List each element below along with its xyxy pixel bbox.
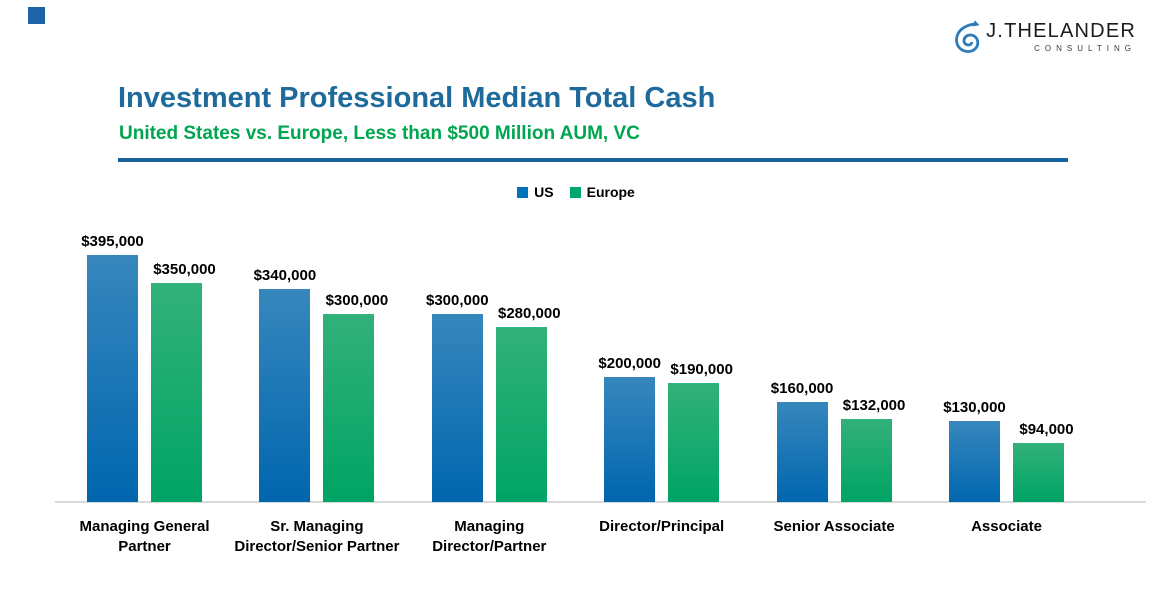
value-label-us-3: $300,000 bbox=[426, 292, 489, 309]
logo-tagline: CONSULTING bbox=[1034, 44, 1136, 53]
x-axis-line bbox=[55, 501, 1146, 503]
accent-square bbox=[28, 7, 45, 24]
value-label-europe-3: $280,000 bbox=[498, 305, 561, 322]
value-label-us-2: $340,000 bbox=[253, 267, 317, 284]
bar-us-2 bbox=[259, 289, 311, 502]
bar-europe-1 bbox=[151, 283, 202, 502]
category-label-4: Director/Principal bbox=[599, 518, 725, 535]
bar-europe-5 bbox=[840, 419, 892, 502]
bar-us-4 bbox=[604, 377, 656, 502]
value-label-us-6: $130,000 bbox=[943, 399, 1006, 416]
bar-europe-6 bbox=[1013, 443, 1064, 502]
category-label-6: Associate bbox=[971, 518, 1042, 535]
bar-us-1 bbox=[87, 255, 138, 502]
bar-europe-3 bbox=[495, 327, 547, 502]
legend-item-europe: Europe bbox=[569, 184, 635, 200]
bar-europe-4 bbox=[668, 383, 720, 502]
value-label-us-1: $395,000 bbox=[81, 233, 144, 250]
legend-swatch-europe bbox=[569, 186, 581, 198]
page-subtitle: United States vs. Europe, Less than $500… bbox=[119, 123, 640, 144]
logo-name: J.THELANDER bbox=[986, 20, 1136, 42]
bar-europe-2 bbox=[323, 314, 375, 502]
spiral-logo-icon bbox=[953, 20, 983, 59]
legend-label: US bbox=[534, 184, 554, 200]
bar-us-5 bbox=[776, 402, 828, 502]
page-title: Investment Professional Median Total Cas… bbox=[118, 82, 716, 114]
category-label-5: Senior Associate bbox=[773, 518, 895, 535]
category-label-2: Sr. Managing Director/Senior Partner bbox=[234, 518, 400, 556]
bar-us-3 bbox=[431, 314, 483, 502]
bar-us-6 bbox=[949, 421, 1000, 502]
category-label-1: Managing General Partner bbox=[79, 518, 210, 556]
value-label-europe-5: $132,000 bbox=[842, 397, 906, 414]
header-divider bbox=[118, 158, 1068, 162]
value-label-europe-2: $300,000 bbox=[325, 292, 389, 309]
value-label-europe-4: $190,000 bbox=[670, 361, 733, 378]
value-label-europe-6: $94,000 bbox=[1019, 421, 1074, 438]
value-label-us-5: $160,000 bbox=[770, 380, 834, 397]
value-label-us-4: $200,000 bbox=[598, 355, 661, 372]
category-label-3: Managing Director/Partner bbox=[432, 518, 547, 556]
value-label-europe-1: $350,000 bbox=[153, 261, 216, 278]
legend: US Europe bbox=[0, 184, 1152, 200]
legend-label: Europe bbox=[586, 184, 635, 200]
legend-item-us: US bbox=[517, 184, 554, 200]
legend-swatch-us bbox=[517, 186, 529, 198]
logo-text: J.THELANDER CONSULTING bbox=[986, 20, 1136, 53]
company-logo: J.THELANDER CONSULTING bbox=[953, 20, 1136, 59]
